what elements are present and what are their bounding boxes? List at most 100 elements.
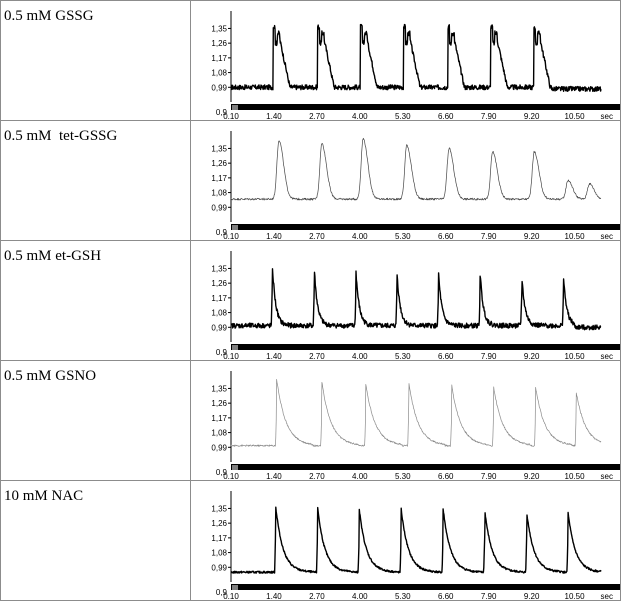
x-tick-label: 10,50	[565, 352, 586, 359]
y-tick-label: 1,26	[211, 399, 227, 408]
calcium-transient-chart: 1,35 1,26 1,17 1,08 0,99 0,90,10 1,40 2,70 4,00 5…	[211, 131, 620, 239]
y-tick-label: 0,9	[216, 468, 228, 477]
x-axis-unit: sec	[601, 472, 613, 479]
x-tick-label: 9,20	[524, 472, 540, 479]
condition-label: 10 mM NAC	[4, 488, 84, 504]
y-tick-label: 0,9	[216, 228, 228, 237]
condition-label: 0.5 mM et-GSH	[4, 248, 102, 264]
x-tick-label: 0,10	[223, 592, 239, 599]
y-tick-label: 1,17	[211, 414, 227, 423]
condition-label: 0.5 mM GSNO	[4, 368, 97, 384]
y-tick-label: 0,99	[211, 323, 227, 332]
y-tick-label: 0,99	[211, 443, 227, 452]
x-tick-label: 6,60	[438, 112, 454, 119]
plot-cell: 1,35 1,26 1,17 1,08 0,99 0,9 0,10 1,40 2,70 4,00 5…	[190, 0, 621, 121]
time-axis-bar	[231, 104, 620, 110]
plot-cell: 1,35 1,26 1,17 1,08 0,99 0,9 0,10 1,40 2,70 4,00 5…	[190, 360, 621, 481]
calcium-transient-chart: 1,35 1,26 1,17 1,08 0,99 0,90,10 1,40 2,70 4,00 5…	[211, 371, 620, 479]
calcium-transient-chart: 1,35 1,26 1,17 1,08 0,99 0,90,10 1,40 2,70 4,00 5…	[211, 491, 620, 599]
condition-cell: 0.5 mM GSSG	[0, 0, 191, 121]
time-axis-bar	[231, 464, 620, 470]
y-tick-label: 1,08	[211, 429, 227, 438]
condition-cell: 10 mM NAC	[0, 480, 191, 601]
x-tick-label: 1,40	[266, 112, 282, 119]
x-tick-label: 2,70	[309, 112, 325, 119]
y-tick-label: 1,35	[211, 384, 227, 393]
y-tick-label: 1,26	[211, 159, 227, 168]
x-tick-label: 5,30	[395, 472, 411, 479]
x-tick-label: 10,50	[565, 232, 586, 239]
x-tick-label: 1,40	[266, 232, 282, 239]
x-tick-label: 2,70	[309, 232, 325, 239]
x-tick-label: 0,10	[223, 352, 239, 359]
condition-cell: 0.5 mM et-GSH	[0, 240, 191, 361]
time-axis-bar	[231, 344, 620, 350]
y-tick-label: 1,17	[211, 54, 227, 63]
x-tick-label: 10,50	[565, 592, 586, 599]
x-tick-label: 2,70	[309, 472, 325, 479]
y-tick-label: 1,35	[211, 504, 227, 513]
x-tick-label: 6,60	[438, 232, 454, 239]
x-tick-label: 4,00	[352, 112, 368, 119]
x-tick-label: 9,20	[524, 592, 540, 599]
condition-cell: 0.5 mM tet-GSSG	[0, 120, 191, 241]
trace-line	[230, 23, 602, 93]
panel-row: 0.5 mM GSNO 1,35 1,26 1,17 1,08 0,99 0,9 0,10 1…	[0, 360, 621, 481]
x-axis-unit: sec	[601, 112, 613, 119]
y-tick-label: 1,26	[211, 39, 227, 48]
y-tick-label: 1,35	[211, 144, 227, 153]
trace-line	[230, 137, 602, 201]
x-tick-label: 5,30	[395, 232, 411, 239]
calcium-transient-chart: 1,35 1,26 1,17 1,08 0,99 0,90,10 1,40 2,70 4,00 5…	[211, 11, 620, 119]
x-tick-label: 0,10	[223, 472, 239, 479]
x-axis-unit: sec	[601, 352, 613, 359]
y-tick-label: 1,17	[211, 174, 227, 183]
calcium-transient-chart: 1,35 1,26 1,17 1,08 0,99 0,90,10 1,40 2,70 4,00 5…	[211, 251, 620, 359]
trace-line	[230, 378, 602, 447]
x-tick-label: 4,00	[352, 352, 368, 359]
x-tick-label: 0,10	[223, 232, 239, 239]
x-tick-label: 5,30	[395, 352, 411, 359]
condition-label: 0.5 mM tet-GSSG	[4, 128, 118, 144]
x-tick-label: 2,70	[309, 352, 325, 359]
y-tick-label: 1,35	[211, 264, 227, 273]
x-tick-label: 9,20	[524, 232, 540, 239]
y-tick-label: 0,99	[211, 83, 227, 92]
panel-row: 0.5 mM tet-GSSG 1,35 1,26 1,17 1,08 0,99 0,9 0…	[0, 120, 621, 241]
x-tick-label: 5,30	[395, 112, 411, 119]
x-tick-label: 10,50	[565, 472, 586, 479]
x-tick-label: 4,00	[352, 232, 368, 239]
x-tick-label: 10,50	[565, 112, 586, 119]
x-tick-label: 9,20	[524, 352, 540, 359]
y-tick-label: 1,08	[211, 309, 227, 318]
plot-cell: 1,35 1,26 1,17 1,08 0,99 0,9 0,10 1,40 2,70 4,00 5…	[190, 240, 621, 361]
y-tick-label: 0,9	[216, 348, 228, 357]
time-axis-bar	[231, 224, 620, 230]
y-tick-label: 1,08	[211, 69, 227, 78]
y-tick-label: 1,17	[211, 534, 227, 543]
panel-row: 0.5 mM GSSG 1,35 1,26 1,17 1,08 0,99 0,9 0,10 1…	[0, 0, 621, 121]
y-tick-label: 0,9	[216, 108, 228, 117]
y-tick-label: 1,35	[211, 24, 227, 33]
time-axis-bar	[231, 584, 620, 590]
x-tick-label: 0,10	[223, 112, 239, 119]
condition-label: 0.5 mM GSSG	[4, 8, 94, 24]
x-tick-label: 6,60	[438, 592, 454, 599]
y-tick-label: 0,99	[211, 203, 227, 212]
x-tick-label: 6,60	[438, 352, 454, 359]
y-tick-label: 1,26	[211, 519, 227, 528]
x-tick-label: 1,40	[266, 592, 282, 599]
x-tick-label: 7,90	[481, 112, 497, 119]
x-axis-unit: sec	[601, 232, 613, 239]
y-tick-label: 0,99	[211, 563, 227, 572]
x-tick-label: 2,70	[309, 592, 325, 599]
trace-line	[230, 268, 602, 331]
y-tick-label: 1,26	[211, 279, 227, 288]
y-tick-label: 1,08	[211, 189, 227, 198]
panel-row: 0.5 mM et-GSH 1,35 1,26 1,17 1,08 0,99 0,9 0,1…	[0, 240, 621, 361]
x-tick-label: 4,00	[352, 592, 368, 599]
condition-cell: 0.5 mM GSNO	[0, 360, 191, 481]
x-tick-label: 7,90	[481, 472, 497, 479]
x-tick-label: 4,00	[352, 472, 368, 479]
